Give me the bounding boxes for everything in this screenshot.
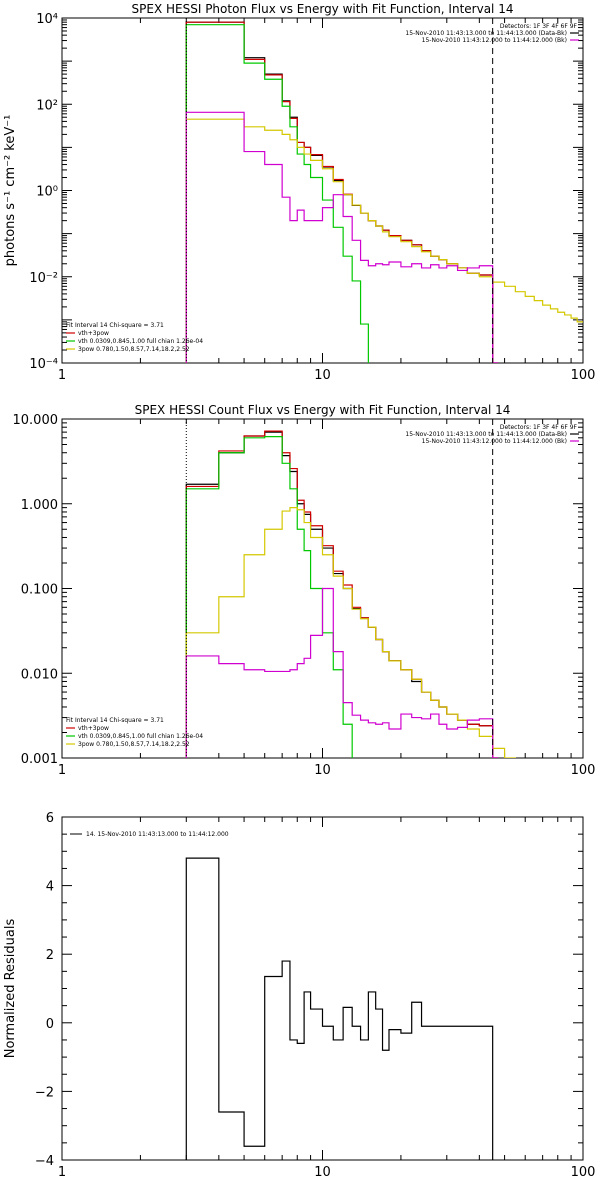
x-tick-label: 100	[571, 368, 596, 383]
y-tick-label: 10.000	[13, 413, 59, 428]
series-group	[185, 857, 494, 1160]
legend-top-entry: 15-Nov-2010 11:43:12.000 to 11:44:12.000…	[422, 438, 567, 445]
legend-top-entry: Detectors: 1F 3F 4F 6F 9F	[500, 424, 578, 431]
y-tick-label: 10⁰	[36, 185, 58, 200]
legend-fit-header: Fit Interval 14 Chi-square = 3.71	[66, 322, 164, 329]
y-tick-label: 10⁻²	[29, 271, 58, 286]
legend-entry: vth+3pow	[78, 725, 109, 732]
legend-top-entry: 15-Nov-2010 11:43:13.000 to 11:44:13.000…	[405, 431, 567, 438]
series-line-vth+3pow	[185, 430, 499, 758]
series-line-vth	[185, 435, 353, 758]
y-tick-label: −2	[35, 1085, 54, 1100]
series-line-14. 15-Nov-2010 11:43:13.000 to 11:44:12.000	[185, 857, 494, 1160]
y-tick-label: 10⁻⁴	[29, 357, 58, 372]
series-line-Data-Bk	[185, 431, 499, 758]
series-line-3pow	[185, 118, 583, 363]
legend-top-entry: 15-Nov-2010 11:43:13.000 to 11:44:13.000…	[405, 30, 567, 37]
series-group	[185, 430, 516, 758]
series-line-vth+3pow	[185, 21, 499, 363]
x-tick-label: 100	[571, 1165, 596, 1180]
legend-entry: 3pow 0.780,1.50,8.57,7.14,18.2,2.52	[78, 741, 190, 748]
legend-entry: vth 0.0309,0.845,1.00 full chian 1.26e-0…	[78, 338, 203, 345]
x-tick-label: 10	[314, 1165, 331, 1180]
legend-entry: vth+3pow	[78, 330, 109, 337]
chart-panel-3: 1 10 100 −4 −2 0 2 4 6 Normalized Residuals 14. 15…	[3, 811, 595, 1180]
legend-fit-header: Fit Interval 14 Chi-square = 3.71	[66, 717, 164, 724]
x-tick-label: 1	[58, 1165, 66, 1180]
series-line-Bk	[185, 587, 499, 758]
legend-entry: 14. 15-Nov-2010 11:43:13.000 to 11:44:12…	[86, 831, 229, 838]
legend-top-entry: Detectors: 1F 3F 4F 6F 9F	[500, 23, 578, 30]
plot-frame	[61, 816, 584, 1161]
y-tick-label: 0.010	[21, 667, 58, 682]
y-tick-label: 4	[46, 880, 54, 895]
y-tick-label: 6	[46, 811, 54, 826]
chart-title: SPEX HESSI Photon Flux vs Energy with Fi…	[132, 2, 514, 16]
series-line-vth	[185, 24, 369, 363]
series-group	[185, 21, 583, 363]
chart-panel-2: SPEX HESSI Count Flux vs Energy with Fit…	[13, 403, 596, 778]
x-tick-label: 1	[58, 368, 66, 383]
chart-title: SPEX HESSI Count Flux vs Energy with Fit…	[135, 403, 511, 417]
series-line-Data-Bk	[185, 21, 499, 363]
y-tick-label: 0	[46, 1017, 54, 1032]
x-tick-label: 10	[314, 368, 331, 383]
y-axis-label: Normalized Residuals	[3, 919, 18, 1059]
y-tick-label: 10⁴	[36, 12, 58, 27]
y-tick-label: 0.001	[21, 752, 58, 767]
y-tick-label: −4	[35, 1154, 54, 1169]
x-tick-label: 10	[314, 763, 331, 778]
y-tick-label: 10²	[36, 98, 58, 113]
series-line-Bk	[185, 111, 499, 363]
legend-entry: 3pow 0.780,1.50,8.57,7.14,18.2,2.52	[78, 346, 190, 353]
chart-panel-1: SPEX HESSI Photon Flux vs Energy with Fi…	[3, 2, 595, 383]
y-axis-label: photons s⁻¹ cm⁻² keV⁻¹	[3, 115, 18, 267]
y-tick-label: 0.100	[21, 583, 58, 598]
series-line-3pow	[185, 507, 516, 758]
x-tick-label: 1	[58, 763, 66, 778]
legend-top-entry: 15-Nov-2010 11:43:12.000 to 11:44:12.000…	[422, 37, 567, 44]
x-tick-label: 100	[571, 763, 596, 778]
legend-entry: vth 0.0309,0.845,1.00 full chian 1.26e-0…	[78, 733, 203, 740]
y-tick-label: 1.000	[21, 498, 58, 513]
y-tick-label: 2	[46, 948, 54, 963]
